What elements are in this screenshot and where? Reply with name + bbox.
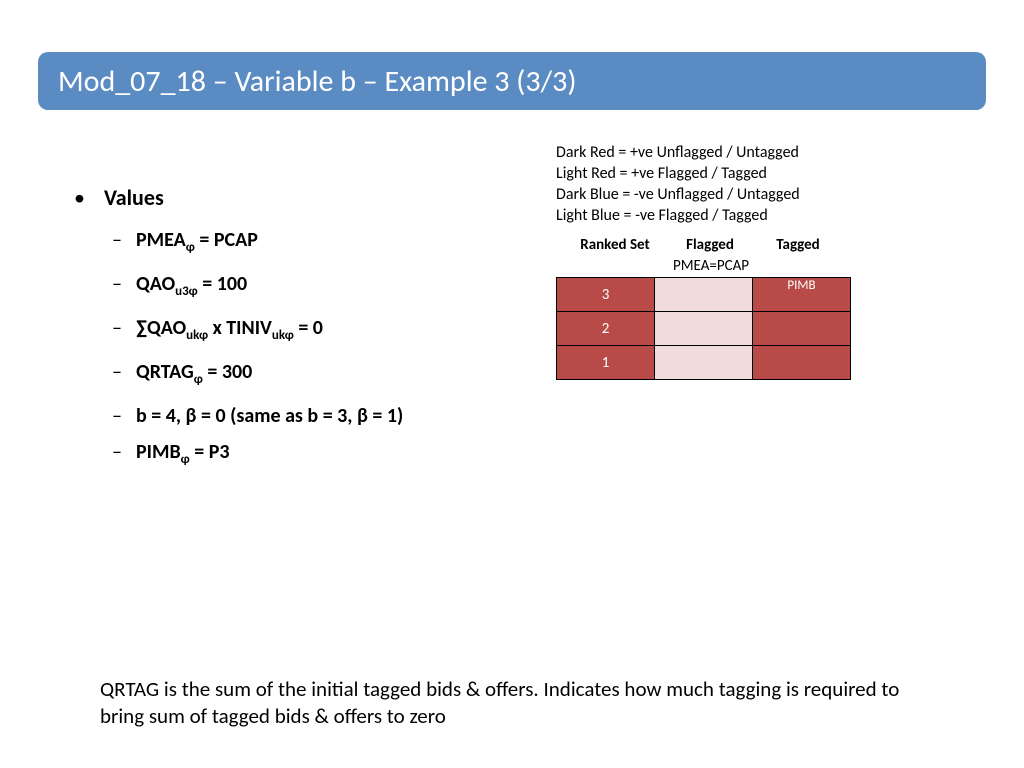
sub-bullet: –PIMBɸ = P3 (112, 439, 544, 473)
header-ranked-set: Ranked Set (556, 236, 666, 254)
table-row: 1 (557, 346, 851, 380)
dash-icon: – (112, 315, 136, 349)
main-bullet-label: Values (104, 185, 164, 211)
rank-grid: 3 PIMB 21 (556, 277, 851, 380)
table-row: 3 PIMB (557, 278, 851, 312)
header-tagged: Tagged (754, 236, 842, 254)
legend-line: Dark Blue = -ve Unflagged / Untagged (556, 184, 800, 205)
dash-icon: – (112, 271, 136, 305)
dash-icon: – (112, 227, 136, 261)
tagged-cell (753, 346, 851, 380)
sub-bullet-text: PIMBɸ = P3 (136, 439, 230, 473)
values-list: • Values –PMEAɸ = PCAP–QAOu3ɸ = 100–∑QAO… (74, 185, 544, 483)
sub-bullet: –PMEAɸ = PCAP (112, 227, 544, 261)
legend-line: Dark Red = +ve Unflagged / Untagged (556, 142, 800, 163)
ranked-cell: 1 (557, 346, 655, 380)
ranked-cell: 2 (557, 312, 655, 346)
bullet-dot: • (74, 185, 104, 211)
sub-bullet-text: b = 4, β = 0 (same as b = 3, β = 1) (136, 403, 403, 429)
rank-table: Ranked Set Flagged Tagged PMEA=PCAP 3 PIM… (556, 236, 866, 380)
legend-line: Light Blue = -ve Flagged / Tagged (556, 205, 800, 226)
dash-icon: – (112, 359, 136, 393)
pmea-pcap-label: PMEA=PCAP (556, 257, 866, 275)
table-row: 2 (557, 312, 851, 346)
tagged-cell (753, 312, 851, 346)
dash-icon: – (112, 403, 136, 429)
legend-line: Light Red = +ve Flagged / Tagged (556, 163, 800, 184)
sub-bullet: –b = 4, β = 0 (same as b = 3, β = 1) (112, 403, 544, 429)
sub-bullet-text: QAOu3ɸ = 100 (136, 271, 247, 305)
flagged-cell (655, 278, 753, 312)
slide-title: Mod_07_18 – Variable b – Example 3 (3/3) (58, 63, 576, 100)
flagged-cell (655, 312, 753, 346)
sub-bullet: –QAOu3ɸ = 100 (112, 271, 544, 305)
tagged-cell: PIMB (753, 278, 851, 312)
sub-bullet-text: PMEAɸ = PCAP (136, 227, 258, 261)
footer-note: QRTAG is the sum of the initial tagged b… (100, 676, 900, 730)
sub-bullet-text: QRTAGɸ = 300 (136, 359, 252, 393)
sub-bullet: –∑QAOukɸ x TINIVukɸ = 0 (112, 315, 544, 349)
pimb-label: PIMB (753, 278, 850, 294)
dash-icon: – (112, 439, 136, 473)
main-bullet: • Values (74, 185, 544, 211)
flagged-cell (655, 346, 753, 380)
table-column-headers: Ranked Set Flagged Tagged (556, 236, 866, 254)
color-legend: Dark Red = +ve Unflagged / UntaggedLight… (556, 142, 800, 226)
sub-bullet: –QRTAGɸ = 300 (112, 359, 544, 393)
sub-bullet-text: ∑QAOukɸ x TINIVukɸ = 0 (136, 315, 323, 349)
ranked-cell: 3 (557, 278, 655, 312)
header-flagged: Flagged (666, 236, 754, 254)
slide-title-bar: Mod_07_18 – Variable b – Example 3 (3/3) (38, 52, 986, 110)
